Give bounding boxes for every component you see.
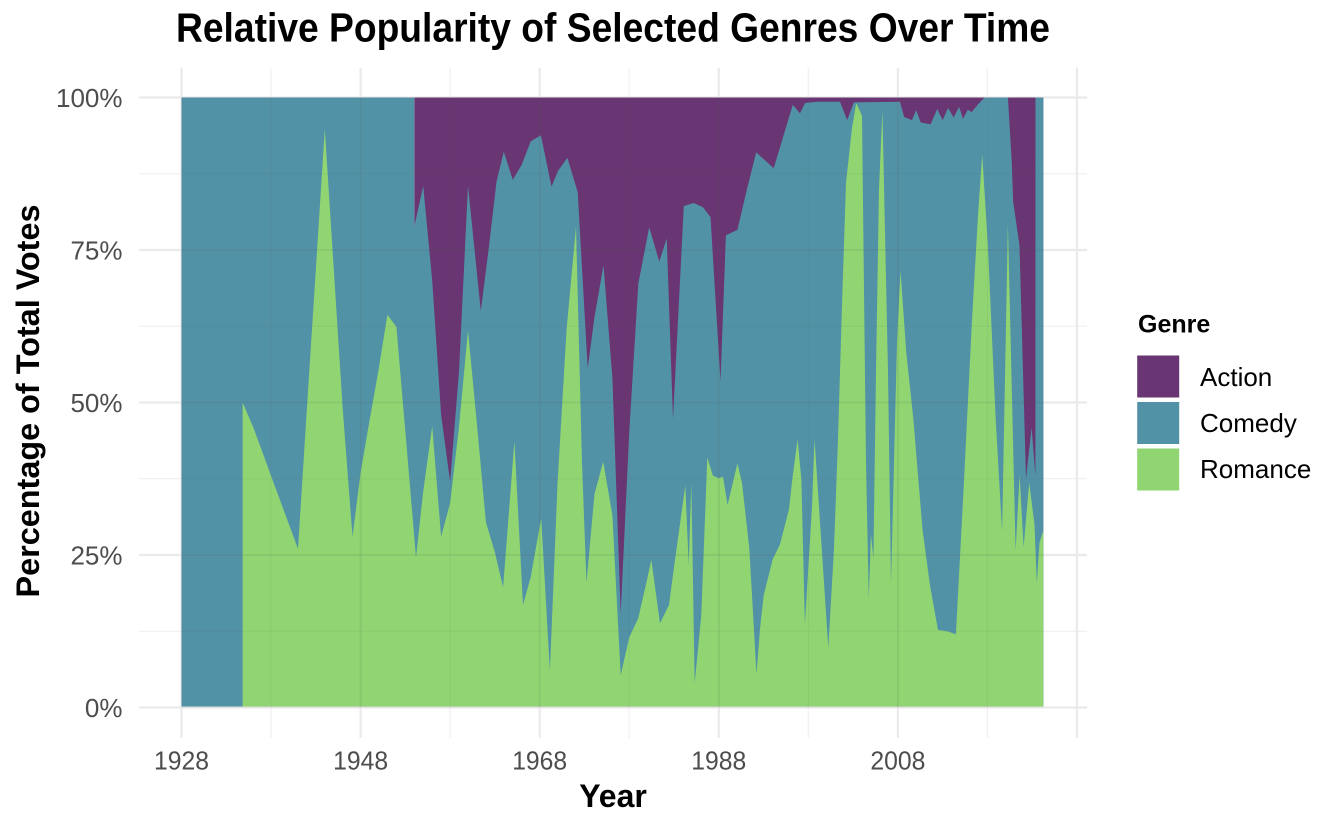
- svg-text:0%: 0%: [85, 693, 123, 723]
- svg-text:25%: 25%: [70, 541, 122, 571]
- svg-text:50%: 50%: [70, 388, 122, 418]
- svg-text:100%: 100%: [56, 83, 123, 113]
- svg-text:1988: 1988: [691, 746, 746, 776]
- svg-text:75%: 75%: [70, 236, 122, 266]
- svg-text:Comedy: Comedy: [1200, 408, 1297, 438]
- svg-text:Genre: Genre: [1138, 311, 1210, 339]
- svg-text:1968: 1968: [512, 746, 567, 776]
- svg-text:Percentage of Total Votes: Percentage of Total Votes: [10, 205, 46, 598]
- svg-text:Romance: Romance: [1200, 454, 1311, 484]
- svg-text:1948: 1948: [333, 746, 388, 776]
- svg-text:Relative Popularity of Selecte: Relative Popularity of Selected Genres O…: [176, 5, 1050, 51]
- svg-text:Year: Year: [579, 778, 647, 814]
- svg-text:Action: Action: [1200, 362, 1272, 392]
- svg-text:1928: 1928: [154, 746, 209, 776]
- svg-text:2008: 2008: [870, 746, 925, 776]
